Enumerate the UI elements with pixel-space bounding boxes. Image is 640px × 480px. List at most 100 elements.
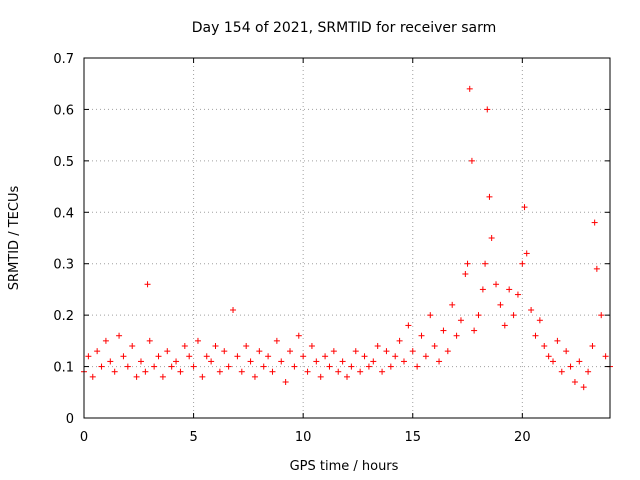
data-point	[137, 358, 144, 365]
data-point	[221, 348, 228, 355]
x-tick-label: 5	[189, 430, 197, 445]
data-point	[396, 337, 403, 344]
data-point	[173, 358, 180, 365]
data-point	[273, 337, 280, 344]
data-point	[387, 363, 394, 370]
data-point	[89, 373, 96, 380]
data-point	[484, 106, 491, 113]
data-point	[571, 379, 578, 385]
data-point	[348, 363, 355, 370]
plot-frame	[83, 57, 611, 419]
data-point	[576, 358, 583, 365]
x-tick-label: 15	[404, 430, 421, 445]
y-tick-label: 0.4	[53, 206, 74, 221]
data-point	[124, 363, 131, 370]
data-point	[313, 358, 320, 365]
data-point	[190, 363, 197, 370]
data-point	[335, 368, 342, 375]
data-point	[418, 332, 425, 339]
data-point	[497, 301, 504, 308]
data-point	[521, 204, 528, 211]
data-point	[457, 317, 464, 324]
data-point	[181, 343, 188, 349]
data-point	[225, 363, 232, 370]
data-point	[414, 363, 421, 370]
data-point	[111, 368, 118, 375]
data-point	[142, 368, 149, 375]
data-point	[422, 353, 429, 360]
data-point	[486, 193, 493, 200]
data-point	[291, 363, 298, 370]
y-axis-label: SRMTID / TECUs	[7, 186, 22, 291]
data-point	[300, 353, 307, 360]
data-point	[370, 358, 377, 365]
data-point	[466, 85, 473, 92]
data-point	[155, 353, 162, 360]
data-point	[269, 368, 276, 375]
data-point	[514, 291, 521, 298]
data-point	[523, 250, 530, 257]
data-point	[304, 368, 311, 375]
data-point	[475, 312, 482, 319]
data-point	[216, 368, 223, 375]
data-point	[230, 307, 237, 313]
data-point	[98, 363, 105, 370]
data-point	[159, 373, 166, 380]
x-tick-label: 20	[514, 430, 531, 445]
data-point	[585, 368, 592, 375]
y-tick-label: 0.3	[53, 258, 74, 273]
data-point	[278, 358, 285, 365]
axis-ticks: 0 5 10 15 20 0 0.1 0.2 0.3 0.4 0.5 0.6 0.7	[53, 52, 610, 445]
data-point	[144, 281, 151, 288]
data-point	[361, 353, 368, 360]
data-point	[352, 348, 359, 355]
data-point	[251, 373, 258, 380]
data-point	[151, 363, 158, 370]
data-point	[567, 363, 574, 370]
data-point	[558, 368, 565, 375]
data-point	[317, 373, 324, 380]
x-axis-label: GPS time / hours	[290, 459, 399, 474]
data-point	[203, 353, 210, 360]
data-point	[168, 363, 175, 370]
data-point	[554, 337, 561, 344]
data-point	[400, 358, 407, 365]
data-point	[468, 157, 475, 164]
data-point	[243, 343, 250, 349]
data-point	[506, 286, 513, 293]
data-point	[436, 358, 443, 365]
data-point	[593, 265, 600, 272]
data-point	[501, 322, 508, 329]
data-point	[234, 353, 241, 360]
data-point	[326, 363, 333, 370]
data-point	[392, 353, 399, 360]
data-point	[510, 312, 517, 319]
data-point	[120, 353, 127, 360]
data-point	[339, 358, 346, 365]
data-point	[528, 307, 535, 313]
data-point	[212, 343, 219, 349]
y-tick-label: 0	[66, 412, 74, 427]
data-point	[449, 301, 456, 308]
data-point	[550, 358, 557, 365]
data-point	[260, 363, 267, 370]
data-point	[440, 327, 447, 334]
data-point	[493, 281, 500, 288]
data-point	[563, 348, 570, 355]
data-point	[287, 348, 294, 355]
data-point	[591, 219, 598, 226]
data-point	[282, 379, 289, 385]
x-tick-label: 0	[80, 430, 88, 445]
y-tick-label: 0.6	[53, 103, 74, 118]
data-point	[602, 353, 609, 360]
data-point	[488, 235, 495, 241]
data-point	[383, 348, 390, 355]
data-point	[133, 373, 140, 380]
data-point	[409, 348, 416, 355]
data-point	[464, 260, 471, 267]
data-point	[256, 348, 263, 355]
data-point	[427, 312, 434, 319]
data-point	[322, 353, 329, 360]
data-point	[379, 368, 386, 375]
data-point	[265, 353, 272, 360]
